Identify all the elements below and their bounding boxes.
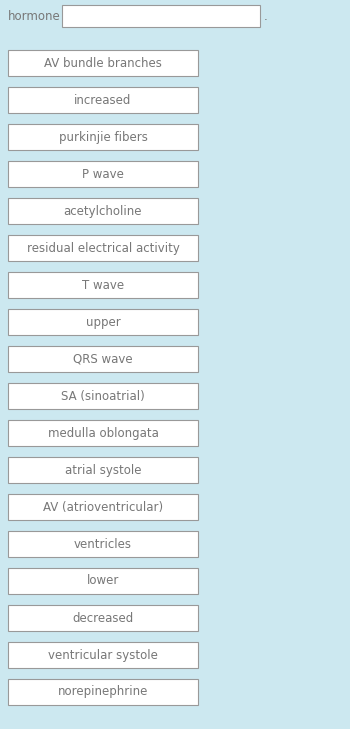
FancyBboxPatch shape	[8, 420, 198, 446]
FancyBboxPatch shape	[8, 235, 198, 261]
Text: SA (sinoatrial): SA (sinoatrial)	[61, 389, 145, 402]
FancyBboxPatch shape	[8, 346, 198, 372]
Text: T wave: T wave	[82, 278, 124, 292]
FancyBboxPatch shape	[8, 679, 198, 705]
Text: purkinjie fibers: purkinjie fibers	[58, 130, 147, 144]
Text: norepinephrine: norepinephrine	[58, 685, 148, 698]
FancyBboxPatch shape	[8, 124, 198, 150]
Text: ventricular systole: ventricular systole	[48, 649, 158, 661]
FancyBboxPatch shape	[8, 161, 198, 187]
Text: P wave: P wave	[82, 168, 124, 181]
Text: upper: upper	[86, 316, 120, 329]
FancyBboxPatch shape	[8, 383, 198, 409]
Text: increased: increased	[74, 93, 132, 106]
FancyBboxPatch shape	[8, 494, 198, 520]
FancyBboxPatch shape	[8, 198, 198, 224]
Text: acetylcholine: acetylcholine	[64, 205, 142, 217]
Text: QRS wave: QRS wave	[73, 353, 133, 365]
Text: residual electrical activity: residual electrical activity	[27, 241, 180, 254]
FancyBboxPatch shape	[8, 568, 198, 594]
FancyBboxPatch shape	[8, 87, 198, 113]
Text: medulla oblongata: medulla oblongata	[48, 426, 159, 440]
FancyBboxPatch shape	[62, 5, 260, 27]
FancyBboxPatch shape	[8, 50, 198, 76]
FancyBboxPatch shape	[8, 272, 198, 298]
FancyBboxPatch shape	[8, 605, 198, 631]
Text: AV (atrioventricular): AV (atrioventricular)	[43, 501, 163, 513]
FancyBboxPatch shape	[8, 309, 198, 335]
Text: atrial systole: atrial systole	[65, 464, 141, 477]
FancyBboxPatch shape	[8, 531, 198, 557]
Text: .: .	[264, 9, 268, 23]
Text: AV bundle branches: AV bundle branches	[44, 57, 162, 69]
Text: ventricles: ventricles	[74, 537, 132, 550]
Text: decreased: decreased	[72, 612, 134, 625]
Text: hormone: hormone	[8, 9, 61, 23]
Text: lower: lower	[87, 574, 119, 588]
FancyBboxPatch shape	[8, 642, 198, 668]
FancyBboxPatch shape	[8, 457, 198, 483]
